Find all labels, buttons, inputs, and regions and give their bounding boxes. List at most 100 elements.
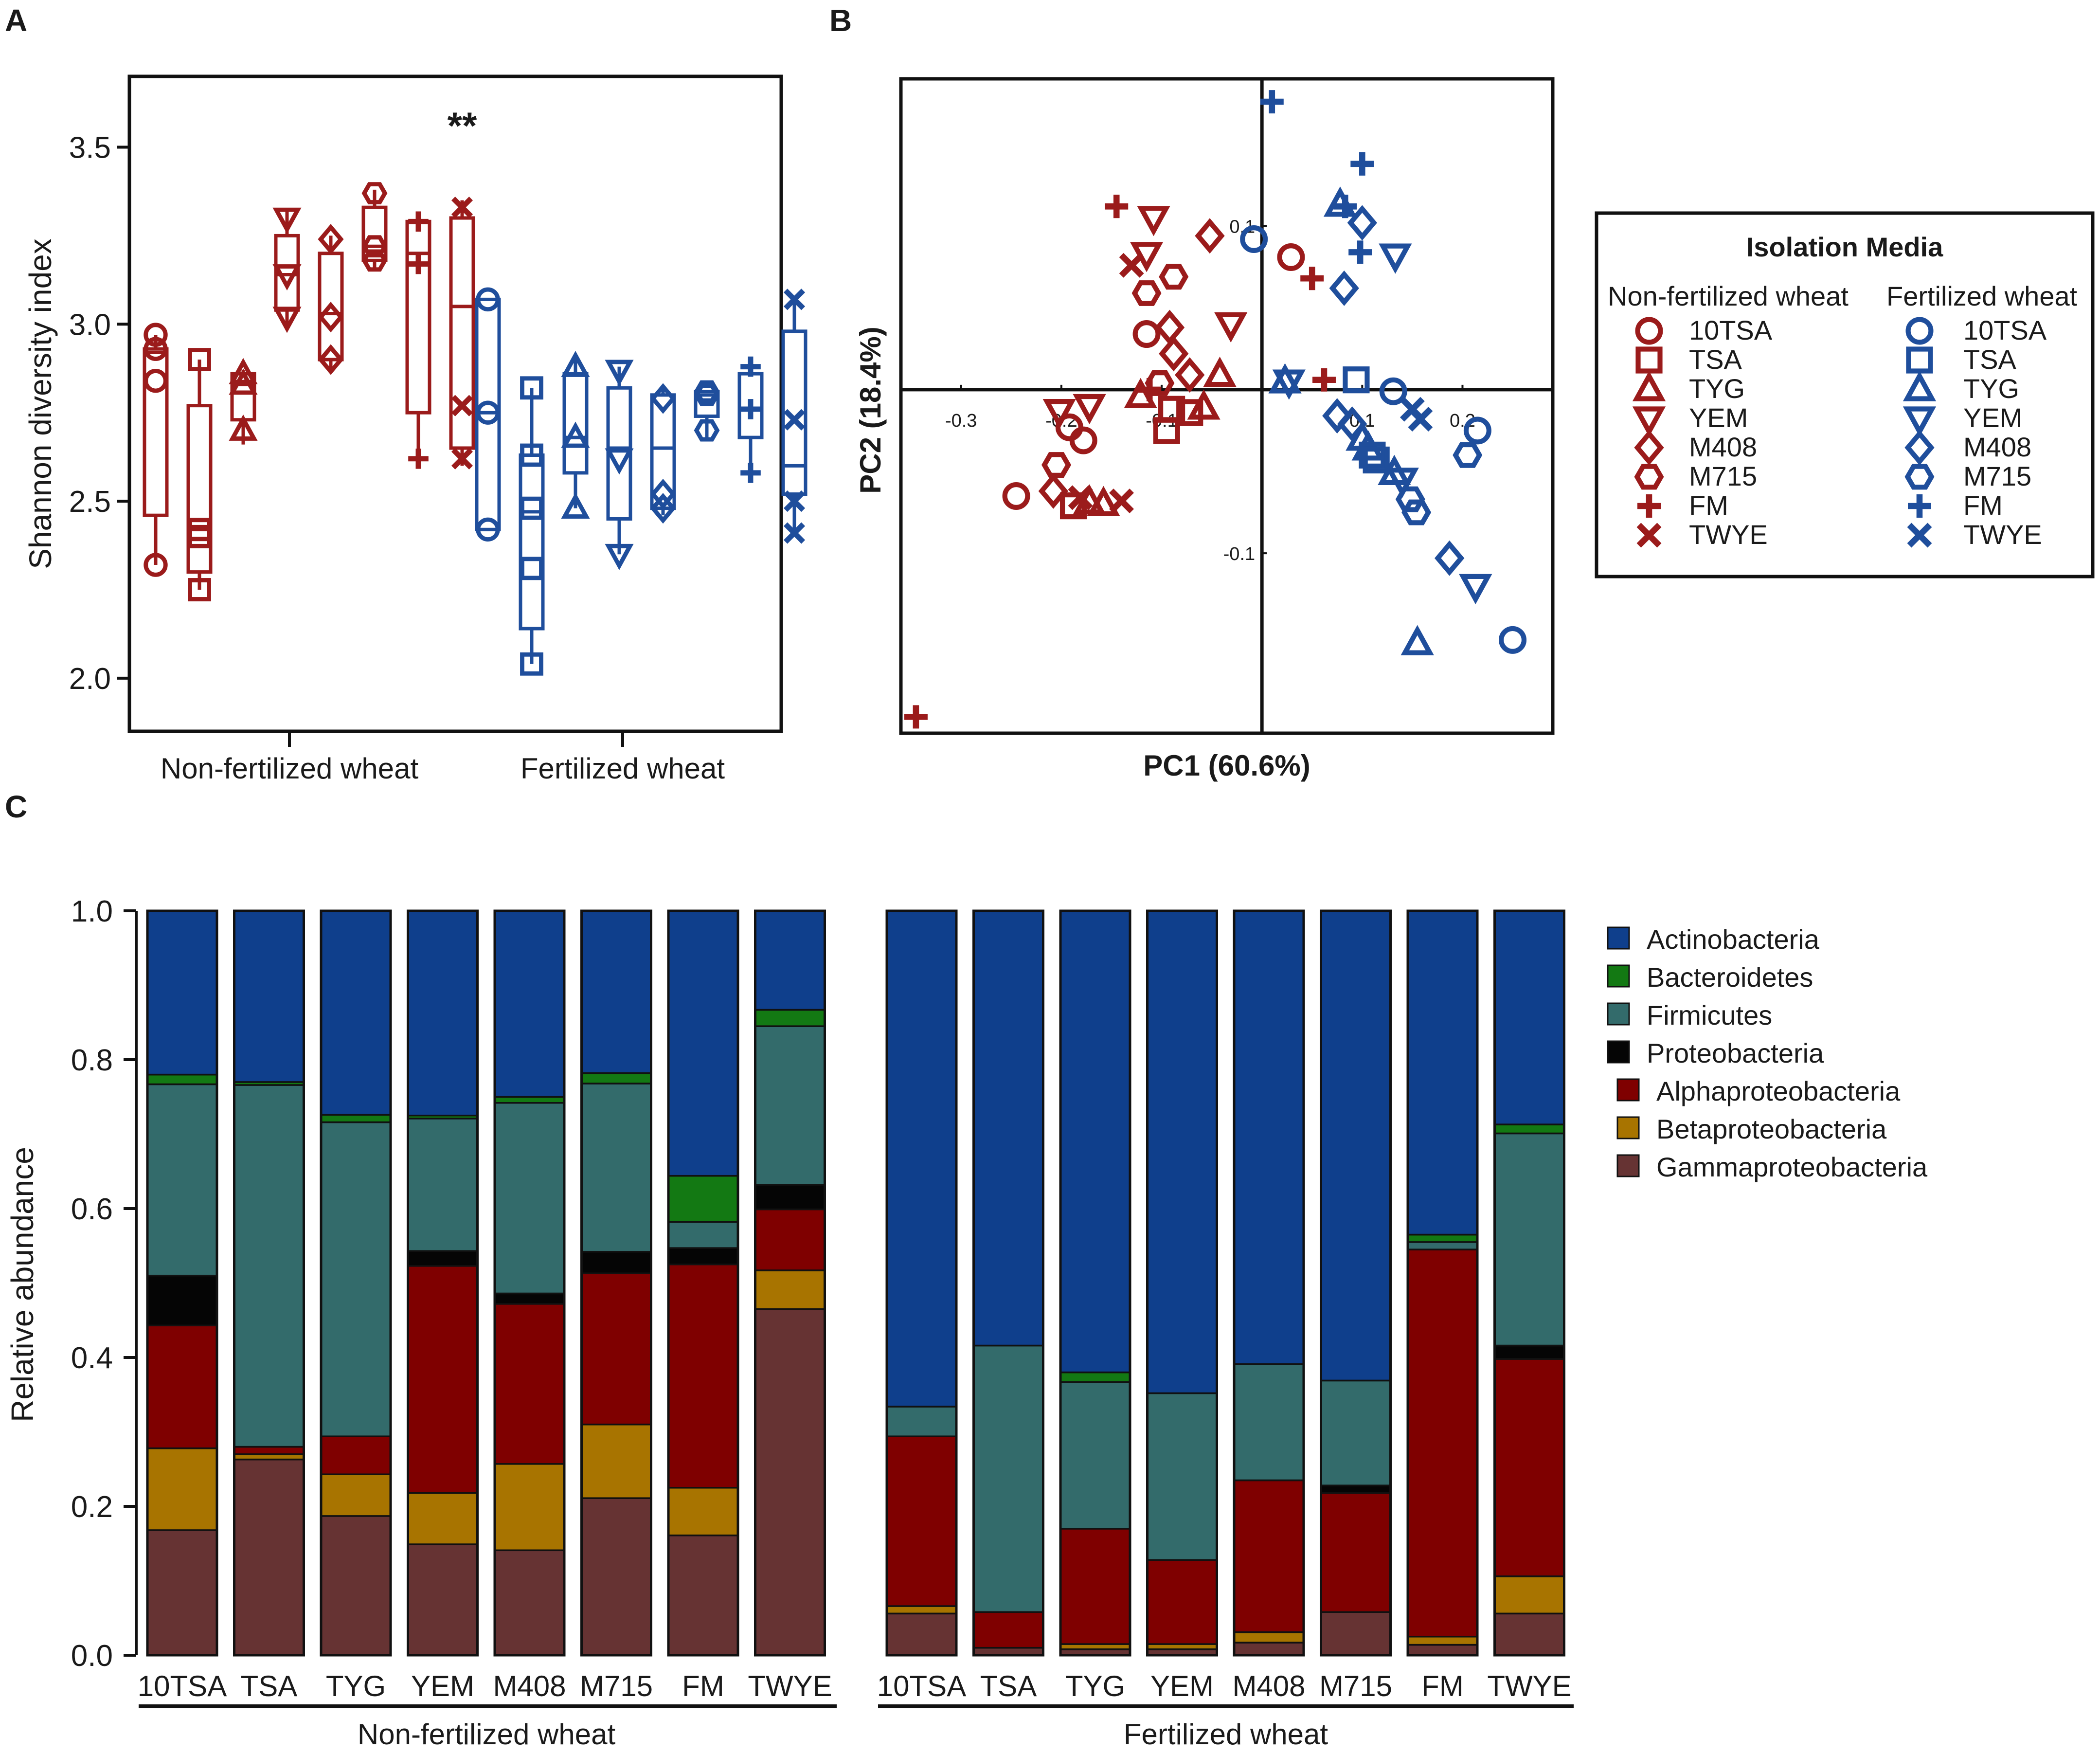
panel-a-y-tick-label: 3.0 <box>69 308 111 342</box>
box-point <box>361 182 388 204</box>
box-point <box>451 448 473 470</box>
bar-segment-betaproteobacteria <box>580 1423 652 1499</box>
bar-label: TWYE <box>1487 1670 1571 1702</box>
box-point <box>520 376 543 400</box>
cross-icon <box>1636 523 1662 548</box>
pca-point <box>1463 416 1491 445</box>
bar-segment-proteobacteria <box>1493 1344 1565 1360</box>
bar-segment-firmicutes <box>1233 1363 1305 1482</box>
pca-point <box>1434 540 1465 576</box>
box-point <box>408 448 429 469</box>
pca-point <box>1073 394 1106 425</box>
panel-c-y-axis-title: Relative abundance <box>5 1147 40 1422</box>
legend-swatch-bacteroidetes <box>1607 964 1630 988</box>
triangle-up-icon <box>1903 371 1937 401</box>
box-point <box>144 323 168 347</box>
bar-segment-bacteroidetes <box>1493 1123 1565 1135</box>
box-10tsa <box>143 323 169 577</box>
panel-c-y-tick-label: 0.6 <box>71 1193 113 1226</box>
bar-segment-alphaproteobacteria <box>754 1208 826 1271</box>
bar-segment-firmicutes <box>407 1118 479 1252</box>
box-point <box>650 383 676 414</box>
panel-label-c: C <box>5 789 27 824</box>
pca-point <box>1187 389 1221 420</box>
box-point <box>144 337 168 361</box>
bar-segment-alphaproteobacteria <box>320 1435 392 1475</box>
bar-segment-firmicutes <box>754 1025 826 1186</box>
box-twye <box>781 289 808 544</box>
bar-label: TSA <box>241 1670 298 1702</box>
pca-point <box>1175 357 1205 393</box>
legend-label-gammaproteobacteria: Gammaproteobacteria <box>1656 1152 1928 1182</box>
bar-segment-gammaproteobacteria <box>1407 1644 1478 1656</box>
legend-swatch-firmicutes <box>1607 1002 1630 1026</box>
hexagon-icon <box>1904 464 1935 490</box>
box-twye <box>449 197 475 470</box>
panel-a-group-label-fertilized: Fertilized wheat <box>521 752 725 785</box>
legend-b-label-nonfertilized: TWYE <box>1689 519 1768 550</box>
box-point <box>229 414 258 441</box>
bar-label: 10TSA <box>877 1670 966 1702</box>
bar-label: FM <box>682 1670 724 1702</box>
pca-point <box>1347 205 1377 241</box>
panel-c-stacked-bars: 0.0 0.2 0.4 0.6 0.8 1.0 Relative abundance 10… <box>5 895 1574 1751</box>
panel-c-y-ticks: 0.0 0.2 0.4 0.6 0.8 1.0 <box>71 895 136 1673</box>
panel-c-y-tick-label: 0.2 <box>71 1490 113 1524</box>
pca-point <box>1260 90 1284 114</box>
stacked-bar-twye: TWYE <box>748 909 832 1702</box>
bar-segment-gammaproteobacteria <box>886 1612 957 1656</box>
bar-segment-actinobacteria <box>580 910 652 1074</box>
legend-b-label-fertilized: TYG <box>1963 373 2019 404</box>
pca-point <box>1041 452 1072 478</box>
box-point <box>605 360 634 386</box>
legend-swatch-gammaproteobacteria <box>1616 1154 1640 1177</box>
bar-segment-actinobacteria <box>1146 910 1218 1394</box>
bar-label: TSA <box>980 1670 1037 1702</box>
bar-label: M408 <box>493 1670 566 1702</box>
box-tsa <box>186 348 213 601</box>
pca-point <box>1312 368 1336 392</box>
pca-point <box>1408 406 1433 432</box>
bar-segment-firmicutes <box>1059 1381 1131 1530</box>
bar-label: 10TSA <box>138 1670 227 1702</box>
bar-segment-alphaproteobacteria <box>233 1446 305 1455</box>
legend-b-label-nonfertilized: YEM <box>1689 402 1748 433</box>
bar-segment-bacteroidetes <box>494 1096 565 1104</box>
bar-segment-proteobacteria <box>667 1247 739 1266</box>
pca-point <box>1131 280 1162 306</box>
panel-c-y-tick-label: 0.8 <box>71 1044 113 1077</box>
panel-a-y-ticks: 2.0 2.5 3.0 3.5 <box>69 131 129 696</box>
box-point <box>188 578 211 601</box>
legend-b-label-fertilized: M408 <box>1963 432 2031 462</box>
bar-label: TYG <box>326 1670 386 1702</box>
pca-point <box>1002 482 1030 510</box>
pca-point <box>1240 225 1268 253</box>
pca-point <box>1277 243 1305 271</box>
box-point <box>740 399 761 419</box>
pca-point <box>1119 253 1144 278</box>
bar-segment-actinobacteria <box>407 910 479 1117</box>
panel-a-frame <box>127 74 783 733</box>
panel-a-group-label-nonfertilized: Non-fertilized wheat <box>161 752 419 785</box>
box-point <box>605 543 634 570</box>
panel-c-y-tick-label: 0.4 <box>71 1341 113 1375</box>
triangle-up-icon <box>1632 371 1666 401</box>
pca-point <box>1203 357 1237 387</box>
bar-segment-firmicutes <box>320 1121 392 1437</box>
bar-segment-alphaproteobacteria <box>886 1435 957 1607</box>
panel-b-y-axis-title: PC2 (18.4%) <box>854 326 887 493</box>
box-point <box>783 490 806 512</box>
box-point <box>740 463 761 483</box>
pca-point <box>1042 398 1076 430</box>
bar-segment-firmicutes <box>494 1102 565 1295</box>
plus-icon <box>1637 494 1661 518</box>
stacked-bar-m408: M408 <box>493 909 566 1702</box>
pca-point <box>1038 473 1069 509</box>
bar-label: TWYE <box>748 1670 832 1702</box>
stacked-bar-m408: M408 <box>1232 909 1306 1702</box>
pca-point <box>1350 152 1374 176</box>
box-fm <box>737 356 764 483</box>
panel-a-y-tick-label: 2.5 <box>69 485 111 519</box>
legend-label-betaproteobacteria: Betaproteobacteria <box>1656 1114 1887 1144</box>
